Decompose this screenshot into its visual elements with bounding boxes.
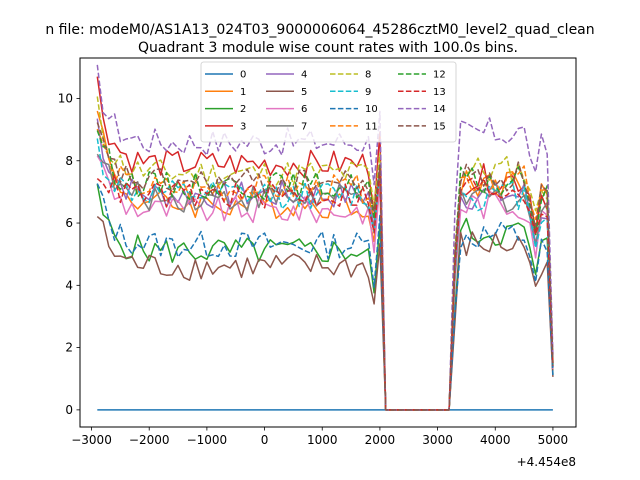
x-tick-label: 0 [261, 433, 269, 447]
legend-label-5: 5 [301, 87, 307, 98]
legend-label-3: 3 [240, 121, 246, 132]
y-tick-label: 8 [65, 154, 73, 168]
legend-label-10: 10 [365, 104, 378, 115]
legend-label-4: 4 [301, 70, 307, 81]
x-tick-label: 5000 [538, 433, 569, 447]
legend-label-11: 11 [365, 121, 378, 132]
series-line-15 [96, 122, 554, 411]
legend-box [200, 61, 457, 143]
series-line-8 [96, 96, 554, 411]
legend-label-7: 7 [301, 121, 307, 132]
legend-label-0: 0 [240, 70, 246, 81]
legend-label-8: 8 [365, 70, 371, 81]
series-line-10 [96, 183, 554, 411]
series-line-5 [96, 216, 554, 411]
x-tick-label: −3000 [71, 433, 112, 447]
y-tick-label: 10 [58, 91, 73, 105]
y-tick-label: 6 [65, 216, 73, 230]
x-axis: −3000 −2000 −1000 0 1000 2000 3000 4000 5000 [71, 427, 568, 447]
legend-label-1: 1 [240, 87, 246, 98]
x-tick-label: 1000 [307, 433, 338, 447]
series-lines [96, 64, 554, 411]
series-line-13 [96, 168, 554, 411]
x-tick-label: −2000 [129, 433, 170, 447]
x-axis-offset-label: +4.454e8 [517, 455, 576, 469]
legend-label-2: 2 [240, 104, 246, 115]
x-tick-label: −1000 [187, 433, 228, 447]
x-tick-label: 2000 [365, 433, 396, 447]
legend-label-14: 14 [433, 104, 446, 115]
legend-label-13: 13 [433, 87, 446, 98]
legend-label-15: 15 [433, 121, 446, 132]
x-tick-label: 4000 [480, 433, 511, 447]
figure-suptitle: n file: modeM0/AS1A13_024T03_9000006064_… [45, 22, 594, 38]
legend-label-12: 12 [433, 70, 446, 81]
legend-label-9: 9 [365, 87, 371, 98]
series-line-11 [96, 128, 554, 411]
chart-title: Quadrant 3 module wise count rates with … [138, 40, 518, 56]
y-tick-label: 4 [65, 278, 73, 292]
y-tick-label: 0 [65, 403, 73, 417]
plot-frame [79, 57, 577, 428]
y-axis: 0 2 4 6 8 10 [58, 91, 80, 417]
legend-label-6: 6 [301, 104, 307, 115]
x-tick-label: 3000 [422, 433, 453, 447]
y-tick-label: 2 [65, 341, 73, 355]
series-line-6 [96, 155, 554, 411]
